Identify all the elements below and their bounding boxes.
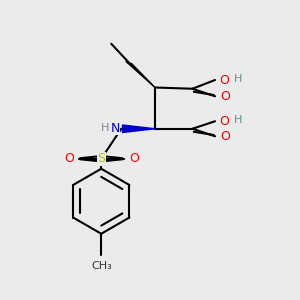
Text: O: O <box>220 130 230 143</box>
Text: O: O <box>219 115 229 128</box>
Text: CH₃: CH₃ <box>91 261 112 271</box>
Text: O: O <box>129 152 139 165</box>
Polygon shape <box>126 61 155 88</box>
Text: S: S <box>97 152 105 165</box>
Polygon shape <box>122 125 155 133</box>
Text: N: N <box>110 122 120 134</box>
Text: H: H <box>234 74 242 84</box>
Text: O: O <box>219 74 229 86</box>
Text: O: O <box>220 90 230 103</box>
Text: H: H <box>234 115 242 125</box>
Text: H: H <box>101 123 109 133</box>
Text: O: O <box>64 152 74 165</box>
